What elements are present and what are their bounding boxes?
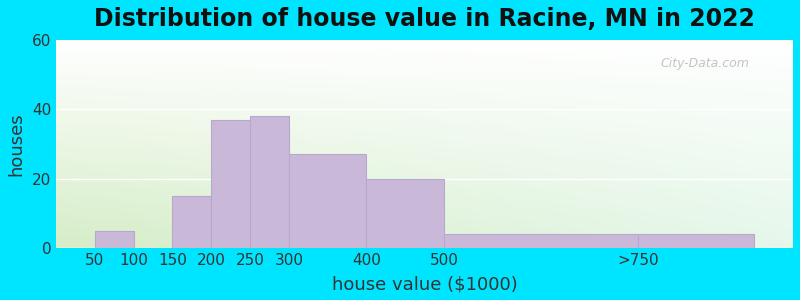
Bar (173, 196, 211, 248)
Bar (211, 120, 250, 248)
Bar (444, 234, 638, 248)
Bar (638, 234, 754, 248)
Text: City-Data.com: City-Data.com (661, 56, 750, 70)
X-axis label: house value ($1000): house value ($1000) (332, 275, 518, 293)
Y-axis label: houses: houses (7, 112, 25, 176)
Bar (95, 231, 134, 248)
Bar (289, 154, 366, 248)
Title: Distribution of house value in Racine, MN in 2022: Distribution of house value in Racine, M… (94, 7, 755, 31)
Bar (250, 116, 289, 248)
Bar (366, 179, 444, 248)
